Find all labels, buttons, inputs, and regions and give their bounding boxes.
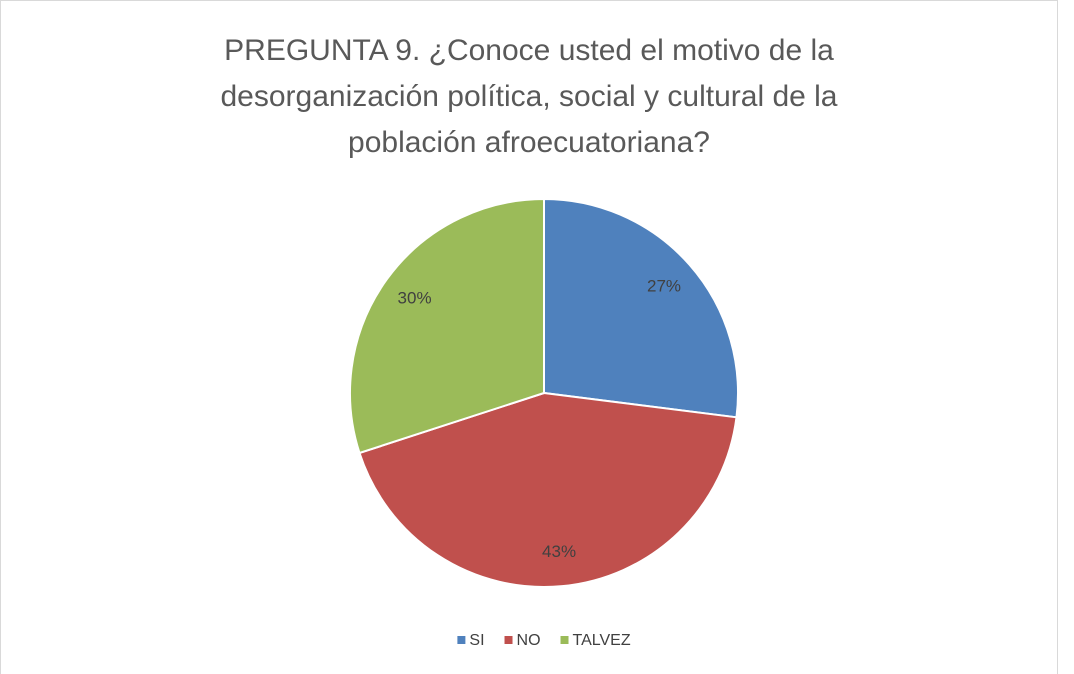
- legend-label: SI: [469, 632, 484, 649]
- data-label: 27%: [647, 277, 681, 296]
- legend-swatch: [560, 636, 569, 644]
- pie-slice: [349, 197, 545, 455]
- pie-slice: [358, 391, 738, 588]
- chart-title: PREGUNTA 9. ¿Conoce usted el motivo de l…: [220, 34, 838, 159]
- legend-swatch: [504, 636, 513, 644]
- pie-slice: [543, 197, 739, 419]
- legend-label: TALVEZ: [573, 632, 631, 649]
- data-label: 43%: [542, 542, 576, 561]
- legend-label: NO: [517, 632, 541, 649]
- legend-swatch: [457, 636, 466, 644]
- data-label: 30%: [398, 288, 432, 307]
